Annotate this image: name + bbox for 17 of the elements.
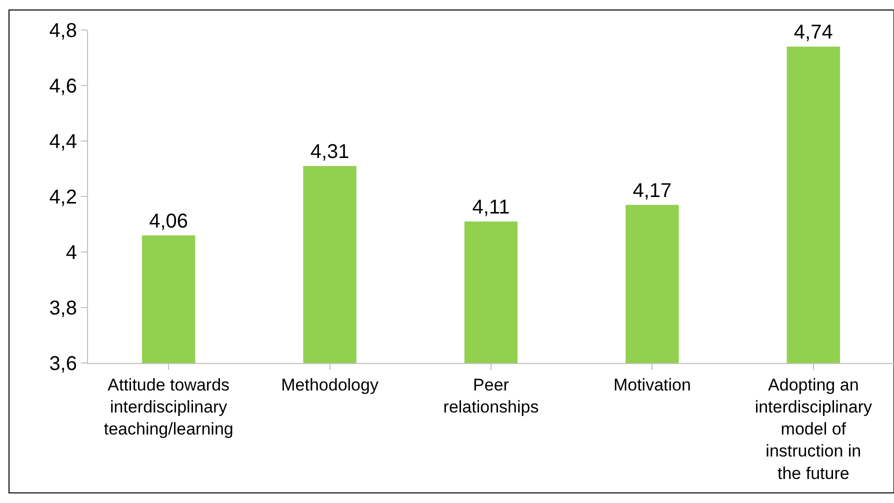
data-label: 4,11 bbox=[472, 196, 510, 218]
y-tick-label: 3,8 bbox=[49, 298, 77, 320]
x-tick-label: Peer relationships bbox=[443, 375, 539, 416]
x-tick-label: Attitude towards interdisciplinary teaching/learning bbox=[104, 375, 234, 439]
y-tick-label: 3,6 bbox=[49, 353, 77, 375]
data-label: 4,17 bbox=[632, 180, 672, 202]
data-label: 4,74 bbox=[794, 22, 833, 44]
x-tick-label: Methodology bbox=[281, 375, 379, 394]
y-tick-label: 4,2 bbox=[49, 186, 77, 208]
y-tick-label: 4,6 bbox=[49, 76, 77, 98]
y-tick-label: 4 bbox=[66, 242, 77, 264]
y-tick-label: 4,8 bbox=[49, 20, 77, 42]
y-tick-label: 4,4 bbox=[49, 131, 77, 153]
x-tick-label: Adopting an interdisciplinary model of instruction in the future bbox=[754, 375, 872, 483]
x-tick-label: Motivation bbox=[613, 375, 691, 394]
data-label: 4,31 bbox=[310, 140, 350, 163]
data-label: 4,06 bbox=[149, 210, 188, 232]
